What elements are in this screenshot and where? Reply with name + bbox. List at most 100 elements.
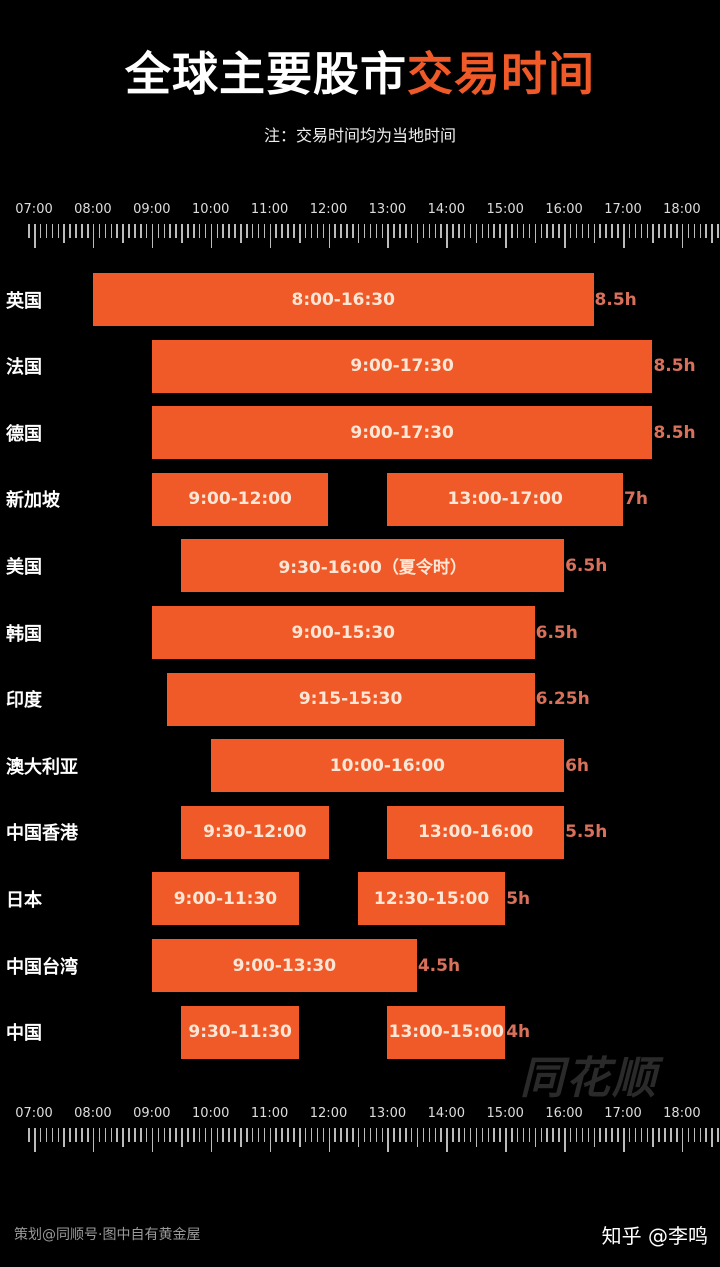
axis-tick-mark	[516, 1128, 519, 1142]
axis-tick-mark	[416, 224, 419, 243]
axis-tick-mark	[193, 1128, 195, 1142]
axis-tick-mark	[169, 224, 171, 238]
axis-tick-label: 16:00	[545, 1106, 583, 1121]
session-bar: 9:30-11:30	[181, 1005, 300, 1059]
axis-tick-mark	[328, 224, 330, 248]
duration-label: 7h	[624, 489, 648, 510]
axis-tick-mark	[587, 1128, 590, 1142]
axis-tick-mark	[717, 224, 719, 238]
axis-tick-mark	[569, 1128, 572, 1142]
axis-tick-label: 15:00	[486, 202, 524, 217]
axis-tick-mark	[210, 224, 213, 248]
axis-tick-mark	[458, 1128, 460, 1142]
axis-tick-label: 11:00	[250, 202, 289, 217]
axis-tick-mark	[316, 1128, 319, 1142]
axis-tick-mark	[122, 224, 124, 243]
axis-tick-mark	[564, 224, 566, 248]
axis-tick-mark	[528, 1128, 531, 1142]
session-bar: 9:00-17:30	[151, 406, 653, 460]
axis-tick-mark	[434, 1128, 437, 1142]
axis-tick-mark	[92, 224, 95, 248]
axis-tick-mark	[122, 1128, 124, 1147]
axis-tick-mark	[92, 1128, 95, 1152]
axis-tick-mark	[676, 224, 678, 238]
axis-tick-mark	[393, 224, 395, 238]
axis-tick-mark	[187, 1128, 189, 1142]
axis-tick-label: 07:00	[15, 1106, 53, 1121]
row-label: 英国	[6, 290, 42, 312]
axis-tick-mark	[322, 1128, 325, 1142]
axis-tick-mark	[640, 224, 643, 238]
axis-tick-mark	[446, 224, 448, 248]
axis-tick-label: 09:00	[133, 1106, 171, 1121]
axis-tick-mark	[446, 1128, 448, 1152]
axis-tick-mark	[263, 224, 266, 238]
axis-tick-mark	[699, 1128, 702, 1142]
axis-tick-mark	[693, 224, 696, 238]
row-label: 澳大利亚	[6, 756, 78, 778]
axis-tick-mark	[204, 224, 207, 238]
axis-tick-mark	[387, 224, 389, 248]
axis-tick-mark	[528, 224, 531, 238]
axis-tick-mark	[75, 1128, 77, 1142]
axis-tick-mark	[405, 224, 407, 238]
axis-tick-mark	[304, 1128, 307, 1142]
axis-tick-mark	[145, 224, 148, 238]
axis-tick-mark	[410, 224, 413, 238]
axis-tick-label: 07:00	[15, 202, 53, 217]
time-axis-top: 07:00 08:00 09:00 10:00 11:00 12:00 13:00 14:00…	[0, 202, 720, 252]
axis-tick-mark	[463, 224, 466, 238]
axis-tick-mark	[104, 1128, 107, 1142]
axis-tick-mark	[198, 1128, 201, 1142]
axis-tick-mark	[564, 1128, 566, 1152]
axis-tick-mark	[299, 224, 301, 243]
axis-tick-mark	[45, 224, 48, 238]
axis-tick-mark	[681, 1128, 684, 1152]
axis-tick-mark	[281, 224, 283, 238]
axis-tick-mark	[352, 224, 354, 238]
title-main: 全球主要股市	[125, 47, 407, 101]
axis-tick-mark	[670, 224, 672, 238]
axis-tick-mark	[281, 1128, 283, 1142]
axis-tick-mark	[399, 1128, 401, 1142]
session-bar: 9:00-11:30	[151, 872, 300, 926]
axis-tick-mark	[640, 1128, 643, 1142]
axis-tick-mark	[75, 224, 77, 238]
axis-tick-mark	[434, 224, 437, 238]
axis-tick-mark	[57, 224, 60, 238]
axis-tick-mark	[469, 1128, 472, 1142]
axis-tick-mark	[369, 1128, 372, 1142]
watermark-logo: 同花顺	[520, 1053, 658, 1104]
axis-tick-mark	[116, 224, 118, 238]
axis-tick-mark	[222, 1128, 224, 1142]
axis-tick-mark	[39, 224, 42, 238]
axis-tick-mark	[293, 224, 295, 238]
row-label: 美国	[6, 556, 42, 578]
axis-tick-mark	[363, 224, 366, 238]
axis-tick-mark	[57, 1128, 60, 1142]
row-label: 中国	[6, 1023, 42, 1045]
axis-tick-mark	[687, 1128, 690, 1142]
axis-tick-mark	[599, 1128, 601, 1142]
axis-tick-mark	[34, 1128, 36, 1152]
zhihu-watermark: 知乎 @李鸣	[601, 1224, 708, 1248]
axis-tick-mark	[51, 224, 54, 238]
axis-tick-mark	[110, 1128, 113, 1142]
duration-label: 8.5h	[594, 289, 637, 310]
axis-tick-mark	[234, 1128, 236, 1142]
axis-tick-label: 10:00	[191, 202, 230, 217]
row-label: 德国	[6, 423, 42, 445]
axis-tick-mark	[593, 1128, 596, 1147]
credit-text: 策划@同顺号·图中自有黄金屋	[14, 1227, 201, 1243]
axis-tick-mark	[499, 224, 501, 238]
row-label: 中国香港	[6, 823, 78, 845]
duration-label: 6.25h	[535, 689, 590, 710]
axis-tick-mark	[628, 1128, 631, 1142]
axis-tick-mark	[39, 1128, 42, 1142]
session-bar: 9:00-12:00	[151, 472, 329, 526]
axis-tick-mark	[416, 1128, 419, 1147]
axis-tick-mark	[346, 224, 348, 238]
axis-tick-mark	[316, 224, 319, 238]
axis-tick-label: 12:00	[309, 1106, 348, 1121]
axis-tick-label: 15:00	[486, 1106, 524, 1121]
